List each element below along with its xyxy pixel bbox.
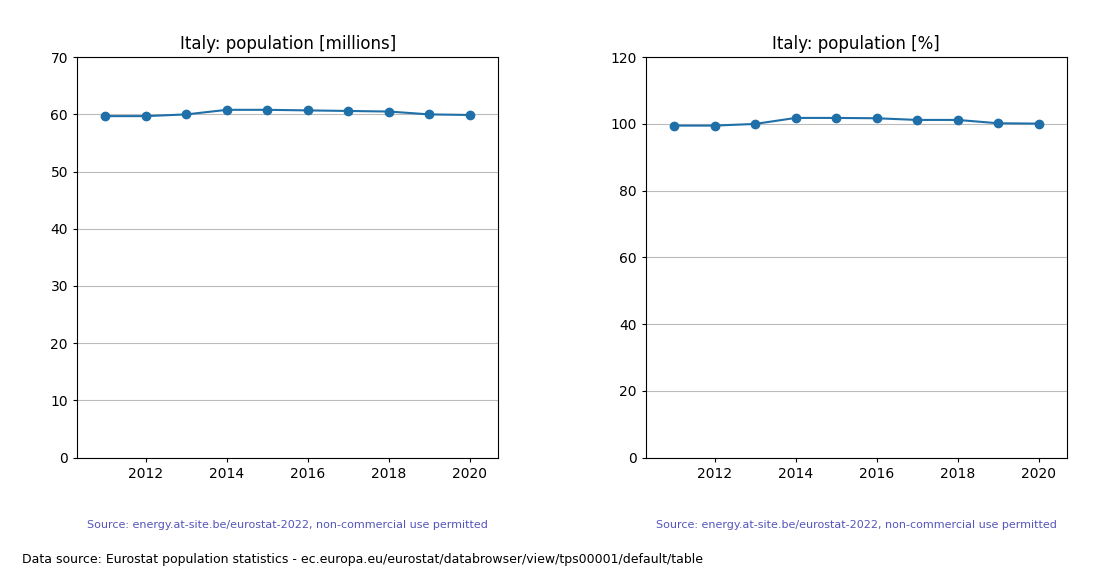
Text: Data source: Eurostat population statistics - ec.europa.eu/eurostat/databrowser/: Data source: Eurostat population statist… (22, 553, 703, 566)
Title: Italy: population [%]: Italy: population [%] (772, 35, 940, 53)
Title: Italy: population [millions]: Italy: population [millions] (179, 35, 396, 53)
Text: Source: energy.at-site.be/eurostat-2022, non-commercial use permitted: Source: energy.at-site.be/eurostat-2022,… (656, 519, 1057, 530)
Text: Source: energy.at-site.be/eurostat-2022, non-commercial use permitted: Source: energy.at-site.be/eurostat-2022,… (87, 519, 488, 530)
